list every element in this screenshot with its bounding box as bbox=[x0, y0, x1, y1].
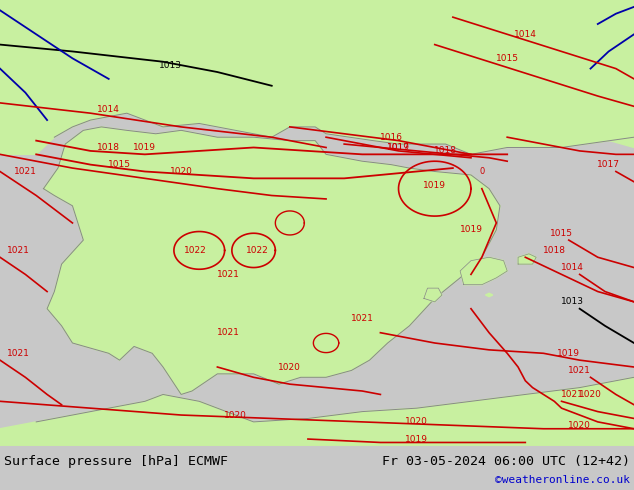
Text: 1019: 1019 bbox=[405, 435, 428, 443]
Text: 1022: 1022 bbox=[184, 246, 207, 255]
Text: 1019: 1019 bbox=[424, 181, 446, 190]
Text: 1021: 1021 bbox=[7, 349, 30, 358]
Text: 1014: 1014 bbox=[561, 263, 584, 272]
Polygon shape bbox=[0, 377, 634, 446]
Polygon shape bbox=[0, 0, 634, 154]
Polygon shape bbox=[424, 288, 442, 302]
Text: 1021: 1021 bbox=[7, 246, 30, 255]
Polygon shape bbox=[460, 257, 507, 285]
Text: 0: 0 bbox=[479, 167, 484, 176]
Text: 1015: 1015 bbox=[550, 229, 573, 238]
Polygon shape bbox=[543, 0, 634, 147]
Text: 1021: 1021 bbox=[561, 390, 584, 399]
Text: 1019: 1019 bbox=[133, 143, 157, 152]
Text: 1020: 1020 bbox=[224, 411, 247, 419]
Text: ©weatheronline.co.uk: ©weatheronline.co.uk bbox=[495, 475, 630, 485]
Text: 1019: 1019 bbox=[387, 143, 410, 152]
Text: 1013: 1013 bbox=[561, 297, 584, 306]
Text: 1014: 1014 bbox=[514, 30, 537, 39]
Text: Fr 03-05-2024 06:00 UTC (12+42): Fr 03-05-2024 06:00 UTC (12+42) bbox=[382, 455, 630, 468]
Text: 1020: 1020 bbox=[278, 363, 301, 371]
Text: 1017: 1017 bbox=[597, 160, 620, 169]
Text: Surface pressure [hPa] ECMWF: Surface pressure [hPa] ECMWF bbox=[4, 455, 228, 468]
Text: 1014: 1014 bbox=[97, 105, 120, 114]
Text: 1021: 1021 bbox=[14, 167, 37, 176]
Text: 1022: 1022 bbox=[246, 246, 269, 255]
Text: 1021: 1021 bbox=[568, 366, 591, 375]
Text: 1021: 1021 bbox=[351, 315, 373, 323]
Text: 1016: 1016 bbox=[380, 133, 403, 142]
Text: 1019: 1019 bbox=[460, 225, 482, 234]
Polygon shape bbox=[44, 127, 500, 394]
Text: 1015: 1015 bbox=[496, 54, 519, 63]
Text: 1020: 1020 bbox=[170, 167, 193, 176]
Text: 1017: 1017 bbox=[387, 143, 410, 152]
Text: 1018: 1018 bbox=[543, 246, 566, 255]
Text: 1020: 1020 bbox=[405, 417, 428, 426]
Text: 1013: 1013 bbox=[158, 61, 182, 70]
Text: 1018: 1018 bbox=[97, 143, 120, 152]
Text: 1021: 1021 bbox=[217, 270, 240, 279]
Text: 1021: 1021 bbox=[217, 328, 240, 337]
Text: 1015: 1015 bbox=[108, 160, 131, 169]
Text: 1018: 1018 bbox=[434, 147, 457, 155]
Polygon shape bbox=[518, 254, 536, 264]
Text: 1020: 1020 bbox=[579, 390, 602, 399]
Text: 1020: 1020 bbox=[568, 421, 591, 430]
Text: 1019: 1019 bbox=[557, 349, 580, 358]
Polygon shape bbox=[486, 293, 493, 296]
